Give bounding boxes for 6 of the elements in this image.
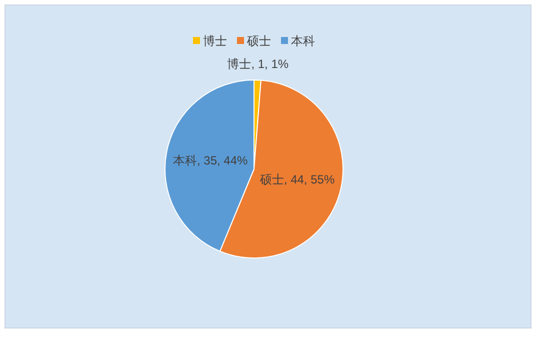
legend-label: 本科 — [291, 34, 315, 48]
data-label: 硕士, 44, 55% — [258, 172, 335, 186]
data-label: 博士, 1, 1% — [227, 57, 289, 72]
data-label: 本科, 35, 44% — [173, 153, 248, 168]
legend-label: 硕士 — [246, 34, 271, 48]
legend-label: 博士 — [203, 34, 227, 48]
